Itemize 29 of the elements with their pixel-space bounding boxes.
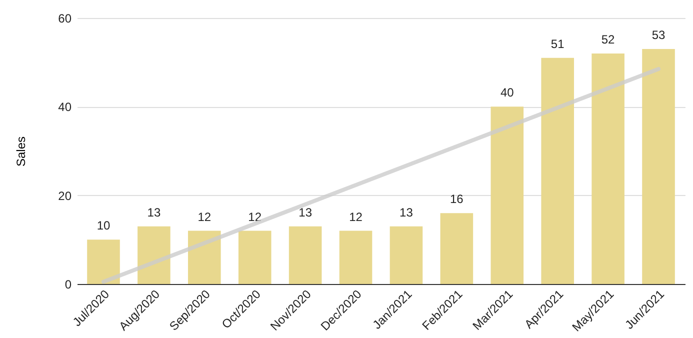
bar (390, 226, 423, 284)
bar (188, 230, 221, 284)
y-tick-label: 20 (58, 188, 72, 203)
bar (440, 213, 474, 284)
bar (288, 226, 322, 284)
data-label: 12 (198, 210, 212, 224)
data-label: 13 (298, 205, 312, 220)
data-label: 52 (601, 32, 616, 46)
data-label: 40 (500, 86, 514, 100)
data-label: 51 (550, 36, 565, 51)
bar (87, 240, 120, 284)
data-label: 10 (96, 218, 110, 233)
y-axis-title: Sales (14, 136, 28, 167)
data-label: 53 (652, 28, 666, 42)
bar (490, 106, 524, 284)
data-label: 16 (450, 192, 464, 206)
bar (592, 53, 624, 284)
y-tick-label: 0 (64, 278, 72, 292)
bar (339, 230, 372, 284)
y-tick-label: 40 (58, 100, 72, 114)
y-tick-label: 60 (58, 12, 72, 26)
bar (541, 58, 574, 284)
bar (238, 230, 272, 284)
data-label: 12 (349, 210, 363, 224)
data-label: 12 (248, 210, 262, 224)
bar (138, 226, 170, 284)
bar (642, 49, 675, 284)
data-label: 13 (400, 205, 414, 220)
data-label: 13 (147, 205, 161, 220)
